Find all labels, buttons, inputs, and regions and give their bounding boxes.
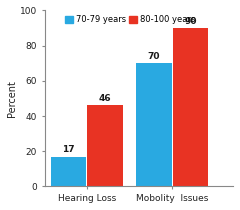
Y-axis label: Percent: Percent <box>7 80 17 117</box>
Bar <box>173 28 208 186</box>
Text: 70: 70 <box>148 52 160 61</box>
Legend: 70-79 years, 80-100 years: 70-79 years, 80-100 years <box>64 15 196 25</box>
Text: 17: 17 <box>62 145 75 154</box>
Bar <box>136 63 172 186</box>
Text: 46: 46 <box>99 94 111 103</box>
Bar <box>87 105 123 186</box>
Text: 90: 90 <box>184 17 197 26</box>
Bar <box>51 156 86 186</box>
